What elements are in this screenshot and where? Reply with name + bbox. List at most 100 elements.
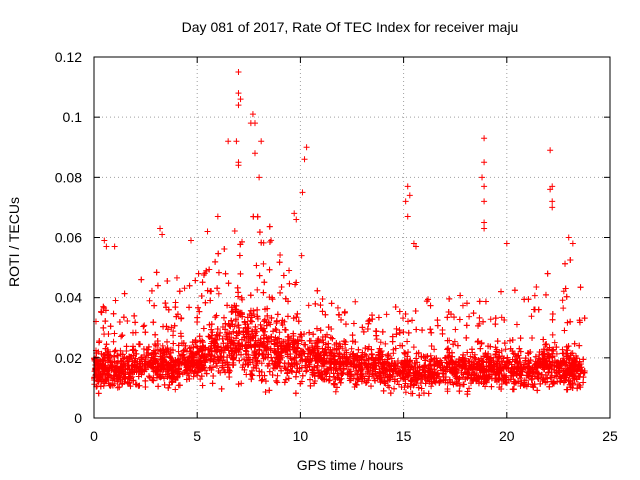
data-point	[256, 368, 263, 375]
data-point	[315, 336, 322, 343]
data-point	[560, 305, 567, 312]
data-point	[399, 342, 406, 349]
data-point	[142, 361, 149, 368]
data-point	[564, 347, 571, 354]
data-point	[528, 376, 535, 383]
data-point	[511, 378, 518, 385]
data-point	[293, 369, 300, 376]
data-point	[266, 294, 273, 301]
data-point	[337, 379, 344, 386]
data-point	[136, 382, 143, 389]
data-point	[168, 324, 175, 331]
data-point	[359, 365, 366, 372]
data-point	[151, 357, 158, 364]
data-point	[233, 335, 240, 342]
data-point	[130, 377, 137, 384]
data-point	[463, 334, 470, 341]
data-point	[128, 368, 135, 375]
data-point	[428, 378, 435, 385]
data-point	[444, 353, 451, 360]
data-point	[217, 329, 224, 336]
data-point	[220, 340, 227, 347]
data-point	[373, 328, 380, 335]
data-point	[95, 390, 102, 397]
data-point	[278, 367, 285, 374]
data-point	[393, 331, 400, 338]
data-point	[379, 328, 386, 335]
data-point	[195, 304, 202, 311]
data-point	[380, 370, 387, 377]
data-point	[198, 373, 205, 380]
data-point	[365, 318, 372, 325]
data-point	[110, 354, 117, 361]
data-point	[274, 379, 281, 386]
data-point	[264, 362, 271, 369]
data-point	[445, 308, 452, 315]
data-point	[175, 342, 182, 349]
data-point	[334, 358, 341, 365]
data-point	[460, 351, 467, 358]
data-point	[316, 372, 323, 379]
data-point	[306, 329, 313, 336]
data-point	[220, 366, 227, 373]
data-point	[198, 292, 205, 299]
data-point	[549, 363, 556, 370]
data-points	[91, 69, 588, 399]
data-point	[327, 346, 334, 353]
data-point	[580, 374, 587, 381]
data-point	[470, 363, 477, 370]
data-point	[231, 349, 238, 356]
data-point	[202, 299, 209, 306]
data-point	[544, 362, 551, 369]
data-point	[359, 324, 366, 331]
data-point	[132, 319, 139, 326]
data-point	[119, 332, 126, 339]
data-point	[514, 357, 521, 364]
data-point	[232, 316, 239, 323]
data-point	[449, 358, 456, 365]
data-point	[319, 308, 326, 315]
data-point	[398, 359, 405, 366]
data-point	[349, 351, 356, 358]
data-point	[256, 229, 263, 236]
data-point	[132, 381, 139, 388]
data-point	[208, 340, 215, 347]
data-point	[434, 317, 441, 324]
data-point	[241, 356, 248, 363]
data-point	[562, 285, 569, 292]
data-point	[517, 375, 524, 382]
data-point	[487, 316, 494, 323]
data-point	[470, 376, 477, 383]
data-point	[205, 333, 212, 340]
data-point	[355, 346, 362, 353]
data-point	[211, 345, 218, 352]
data-point	[148, 287, 155, 294]
data-point	[273, 327, 280, 334]
data-point	[302, 341, 309, 348]
data-point	[418, 385, 425, 392]
data-point	[191, 356, 198, 363]
data-point	[276, 259, 283, 266]
data-point	[138, 354, 145, 361]
data-point	[111, 348, 118, 355]
data-point	[241, 366, 248, 373]
data-point	[266, 368, 273, 375]
data-point	[291, 362, 298, 369]
data-point	[248, 328, 255, 335]
data-point	[271, 365, 278, 372]
data-point	[396, 370, 403, 377]
data-point	[200, 362, 207, 369]
data-point	[405, 349, 412, 356]
data-point	[242, 321, 249, 328]
data-point	[124, 317, 131, 324]
data-point	[100, 303, 107, 310]
data-point	[214, 344, 221, 351]
data-point	[168, 379, 175, 386]
data-point	[363, 352, 370, 359]
data-point	[485, 358, 492, 365]
data-point	[322, 311, 329, 318]
data-point	[383, 311, 390, 318]
data-point	[307, 351, 314, 358]
data-point	[454, 342, 461, 349]
data-point	[285, 360, 292, 367]
